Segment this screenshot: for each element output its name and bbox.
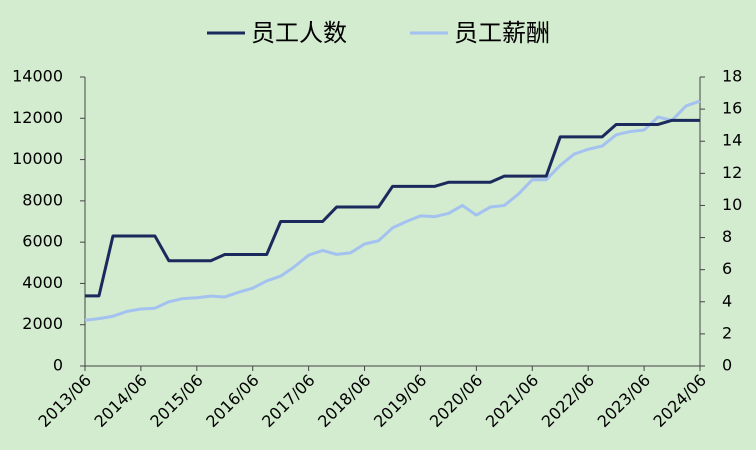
y2-tick-label: 6	[722, 259, 732, 278]
series-line	[84, 99, 701, 322]
y-tick-label: 6000	[22, 232, 63, 251]
x-tick-label: 2018/06	[314, 371, 374, 431]
y2-tick-label: 0	[722, 356, 732, 375]
y-tick-label: 4000	[22, 273, 63, 292]
x-tick-label: 2020/06	[426, 371, 486, 431]
x-tick-label: 2021/06	[482, 371, 542, 431]
x-tick-label: 2016/06	[202, 371, 262, 431]
y-tick-label: 10000	[12, 149, 63, 168]
y-tick-label: 14000	[12, 67, 63, 86]
y-tick-label: 0	[53, 356, 63, 375]
y2-tick-label: 14	[722, 131, 742, 150]
y-tick-label: 8000	[22, 190, 63, 209]
legend-label: 员工薪酬	[454, 19, 550, 47]
legend-label: 员工人数	[251, 19, 347, 47]
y2-tick-label: 10	[722, 195, 742, 214]
x-tick-label: 2022/06	[538, 371, 598, 431]
x-tick-label: 2023/06	[594, 371, 654, 431]
x-tick-label: 2024/06	[650, 371, 710, 431]
y2-tick-label: 12	[722, 163, 742, 182]
series-line	[85, 118, 700, 298]
x-tick-label: 2014/06	[90, 371, 150, 431]
y2-tick-label: 16	[722, 99, 742, 118]
x-tick-label: 2013/06	[35, 371, 95, 431]
y-tick-label: 12000	[12, 108, 63, 127]
y2-tick-label: 18	[722, 67, 742, 86]
y2-tick-label: 4	[722, 291, 732, 310]
x-tick-label: 2019/06	[370, 371, 430, 431]
y-tick-label: 2000	[22, 314, 63, 333]
y2-tick-label: 2	[722, 323, 732, 342]
x-tick-label: 2017/06	[258, 371, 318, 431]
y2-tick-label: 8	[722, 227, 732, 246]
x-tick-label: 2015/06	[146, 371, 206, 431]
